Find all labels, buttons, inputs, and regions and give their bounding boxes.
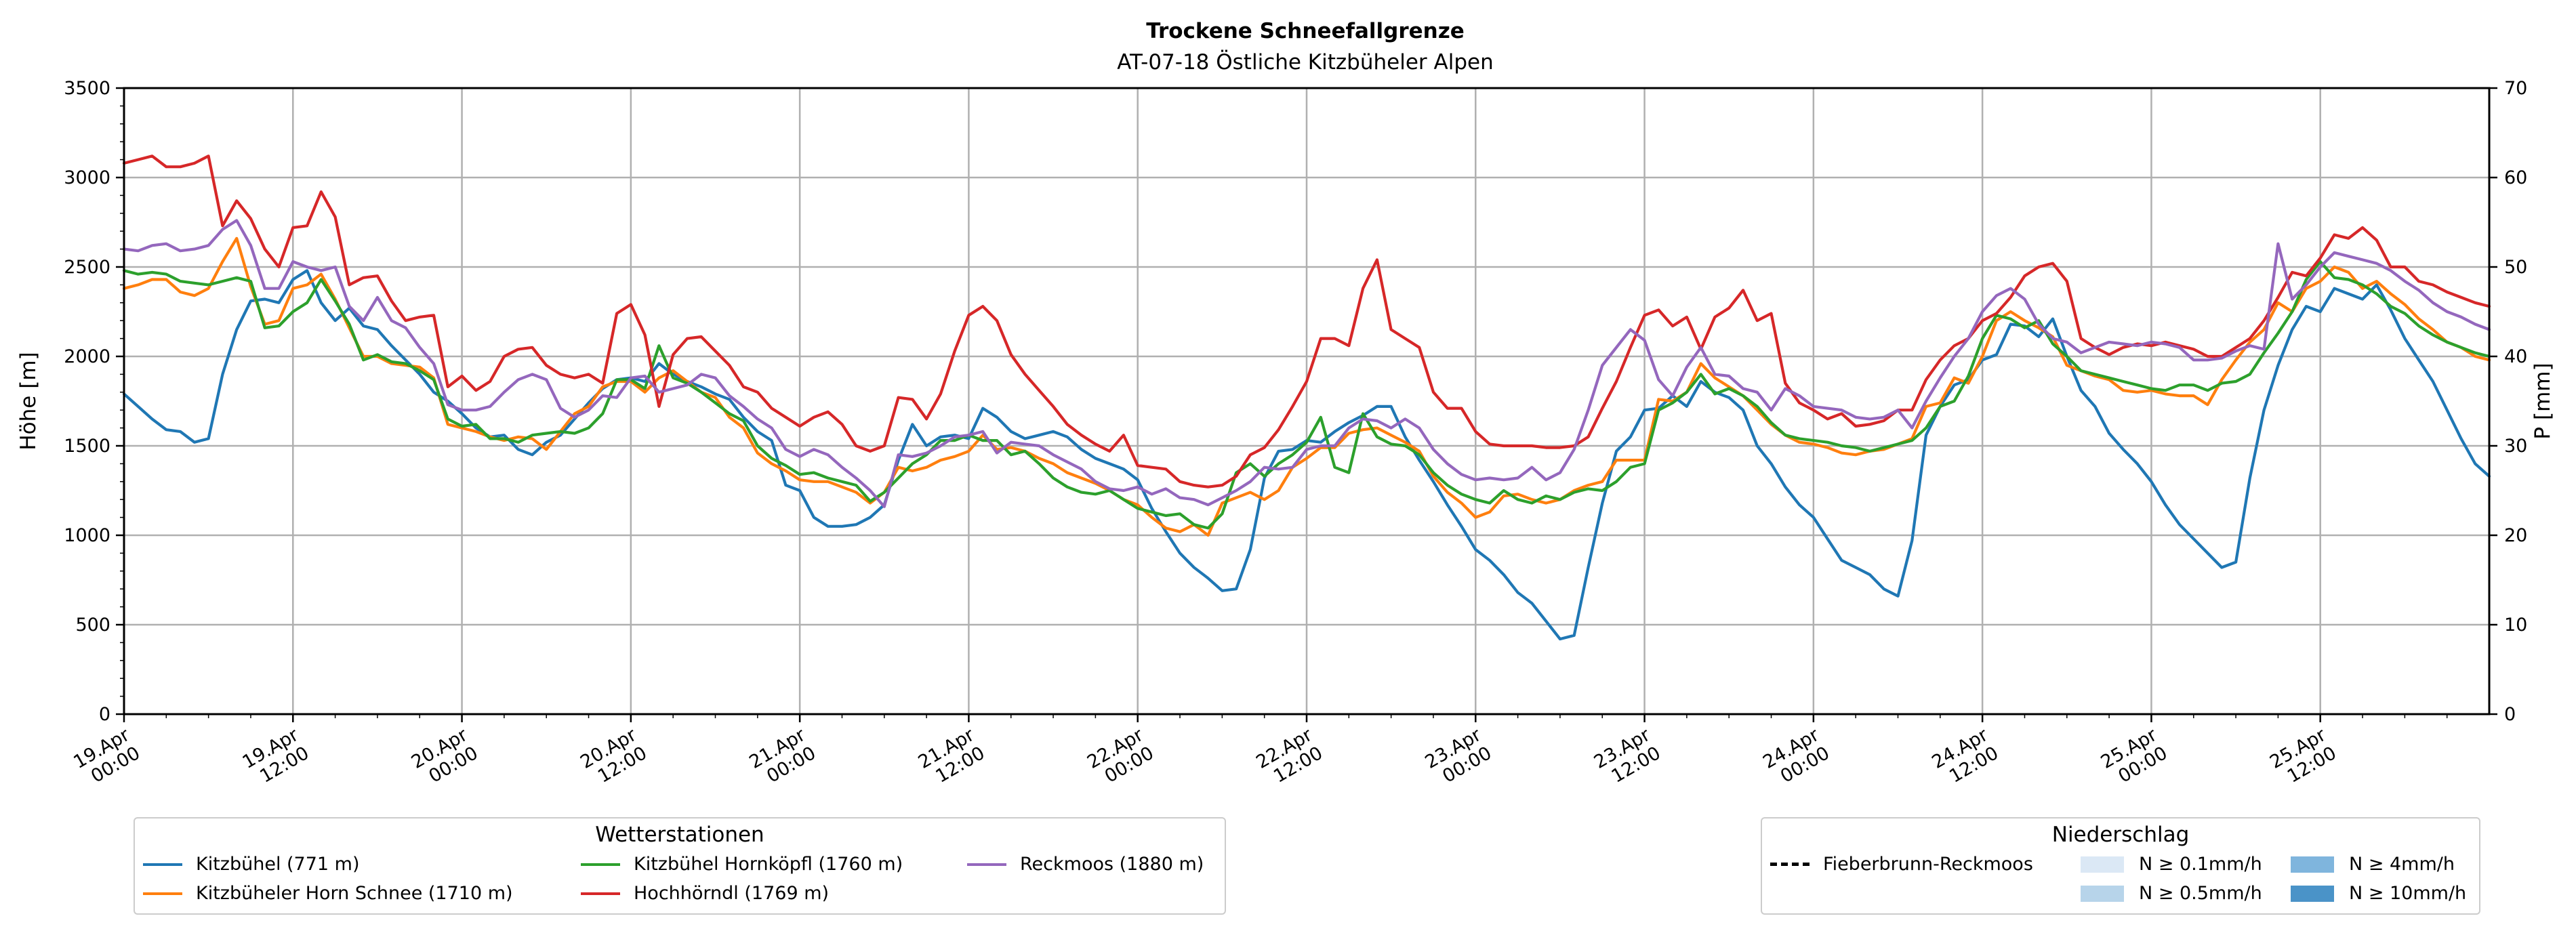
y-tick-label: 3000 — [64, 167, 110, 188]
y-tick-label: 0 — [2504, 704, 2516, 725]
x-tick-label: 21.Apr00:00 — [745, 724, 819, 791]
x-tick-label: 20.Apr12:00 — [577, 724, 651, 791]
y-tick-label: 3500 — [64, 78, 110, 99]
legend-entry-reckmoos: Reckmoos (1880 m) — [967, 854, 1204, 875]
legend-swatch — [581, 892, 620, 895]
legend-swatch — [1770, 863, 1810, 866]
y-tick-label: 60 — [2504, 167, 2527, 188]
y-axis-left: 0 500 1000 1500 2000 2500 3000 3500 — [64, 78, 124, 725]
snowline-chart: Trockene Schneefallgrenze AT-07-18 Östli… — [0, 0, 2576, 933]
legend-swatch — [2291, 856, 2334, 873]
legend-stations-title: Wetterstationen — [135, 823, 1225, 847]
legend-entry-hornkoepfl: Kitzbühel Hornköpfl (1760 m) — [581, 854, 903, 875]
legend-label: Kitzbühel Hornköpfl (1760 m) — [634, 854, 903, 875]
y-tick-label: 30 — [2504, 436, 2527, 457]
y-tick-label: 2000 — [64, 346, 110, 367]
y-tick-label: 20 — [2504, 525, 2527, 546]
legend-entry-precip-bin: N ≥ 0.1mm/h — [2081, 854, 2262, 875]
legend-label: Kitzbüheler Horn Schnee (1710 m) — [196, 883, 513, 904]
grid-lines — [124, 88, 2489, 714]
y-axis-label-right: P [mm] — [2531, 362, 2555, 439]
x-tick-label: 21.Apr12:00 — [915, 724, 989, 791]
y-tick-label: 1000 — [64, 525, 110, 546]
x-tick-label: 25.Apr00:00 — [2098, 724, 2171, 791]
y-tick-label: 70 — [2504, 78, 2527, 99]
legend-swatch — [143, 863, 182, 866]
legend-label: N ≥ 4mm/h — [2349, 854, 2455, 875]
x-axis: 19.Apr00:00 19.Apr12:00 20.Apr00:00 20.Apr1… — [70, 714, 2447, 791]
legend-label: N ≥ 10mm/h — [2349, 883, 2466, 904]
legend-entry-horn-schnee: Kitzbüheler Horn Schnee (1710 m) — [143, 883, 513, 904]
legend-label: N ≥ 0.1mm/h — [2139, 854, 2262, 875]
x-tick-label: 24.Apr12:00 — [1928, 724, 2002, 791]
x-tick-label: 19.Apr12:00 — [239, 724, 313, 791]
y-axis-label-left: Höhe [m] — [16, 352, 41, 450]
y-tick-label: 50 — [2504, 257, 2527, 278]
legend-swatch — [2081, 856, 2124, 873]
y-tick-label: 0 — [99, 704, 110, 725]
legend-precip-title: Niederschlag — [1762, 823, 2479, 847]
legend-entry-hochhoerndl: Hochhörndl (1769 m) — [581, 883, 829, 904]
chart-title: Trockene Schneefallgrenze — [1146, 19, 1465, 43]
x-tick-label: 19.Apr00:00 — [70, 724, 144, 791]
x-tick-label: 25.Apr12:00 — [2266, 724, 2340, 791]
legend-entry-precip-line: Fieberbrunn-Reckmoos — [1770, 854, 2033, 875]
y-tick-label: 40 — [2504, 346, 2527, 367]
legend-label: Reckmoos (1880 m) — [1020, 854, 1204, 875]
x-tick-label: 24.Apr00:00 — [1759, 724, 1833, 791]
legend-stations: Wetterstationen Kitzbühel (771 m) Kitzbü… — [134, 817, 1226, 915]
legend-label: Kitzbühel (771 m) — [196, 854, 360, 875]
legend-swatch — [143, 892, 182, 895]
legend-label: N ≥ 0.5mm/h — [2139, 883, 2262, 904]
y-tick-label: 500 — [75, 615, 110, 636]
legend-precipitation: Niederschlag Fieberbrunn-Reckmoos N ≥ 0.… — [1761, 817, 2480, 915]
chart-subtitle: AT-07-18 Östliche Kitzbüheler Alpen — [1117, 49, 1493, 75]
y-tick-label: 2500 — [64, 257, 110, 278]
legend-swatch — [581, 863, 620, 866]
legend-swatch — [2081, 886, 2124, 902]
y-axis-right: 0 10 20 30 40 50 60 70 — [2489, 78, 2527, 725]
x-tick-label: 20.Apr00:00 — [408, 724, 482, 791]
legend-entry-kitzbuehel: Kitzbühel (771 m) — [143, 854, 360, 875]
legend-swatch — [967, 863, 1006, 866]
y-tick-label: 1500 — [64, 436, 110, 457]
x-tick-label: 23.Apr00:00 — [1422, 724, 1496, 791]
x-tick-label: 22.Apr12:00 — [1252, 724, 1326, 791]
x-tick-label: 22.Apr00:00 — [1084, 724, 1158, 791]
x-tick-label: 23.Apr12:00 — [1591, 724, 1664, 791]
legend-entry-precip-bin: N ≥ 0.5mm/h — [2081, 883, 2262, 904]
legend-label: Hochhörndl (1769 m) — [634, 883, 829, 904]
y-tick-label: 10 — [2504, 615, 2527, 636]
legend-label: Fieberbrunn-Reckmoos — [1823, 854, 2033, 875]
legend-swatch — [2291, 886, 2334, 902]
legend-entry-precip-bin: N ≥ 10mm/h — [2291, 883, 2466, 904]
legend-entry-precip-bin: N ≥ 4mm/h — [2291, 854, 2455, 875]
